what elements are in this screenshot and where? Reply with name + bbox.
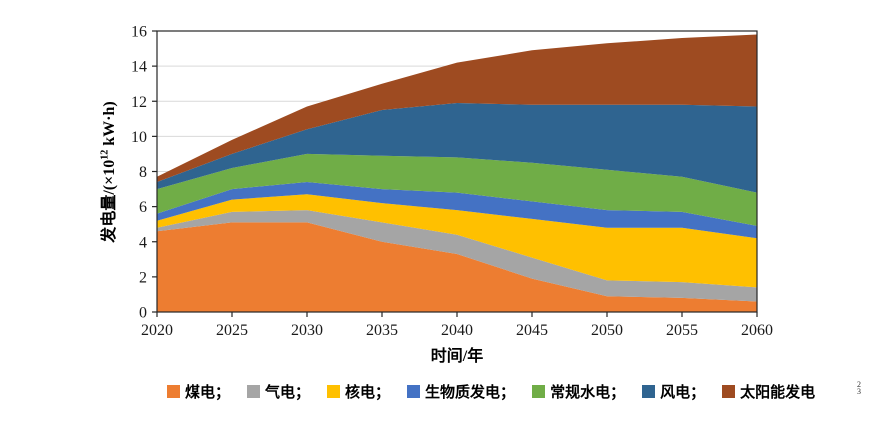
area-series-气电 <box>157 210 757 302</box>
legend-item-生物质发电: 生物质发电； <box>407 381 515 402</box>
y-tick-label: 14 <box>131 59 147 76</box>
legend-swatch-气电 <box>247 385 261 398</box>
y-tick-label: 10 <box>131 129 147 146</box>
x-tick-label: 2030 <box>291 322 323 339</box>
area-series-煤电 <box>157 222 757 312</box>
x-tick-label: 2025 <box>216 322 248 339</box>
x-tick-label: 2040 <box>441 322 473 339</box>
legend-swatch-常规水电 <box>532 385 546 398</box>
legend-swatch-生物质发电 <box>407 385 421 398</box>
x-tick-label: 2020 <box>141 322 173 339</box>
legend-item-气电: 气电； <box>247 381 310 402</box>
legend-swatch-风电 <box>642 385 656 398</box>
x-tick-label: 2060 <box>741 322 773 339</box>
legend-item-风电: 风电； <box>642 381 705 402</box>
x-tick-label: 2050 <box>591 322 623 339</box>
y-tick-label: 2 <box>139 269 147 286</box>
y-axis-title-unit: kW·h) <box>101 101 118 150</box>
y-axis-exponent: 12 <box>99 149 111 160</box>
y-tick-label: 0 <box>139 305 147 322</box>
legend-item-太阳能发电: 太阳能发电 <box>722 381 815 402</box>
area-series-风电 <box>157 103 757 193</box>
legend-label: 生物质发电； <box>425 385 516 401</box>
y-tick-label: 16 <box>131 24 147 41</box>
area-series-生物质发电 <box>157 182 757 239</box>
chart-legend: 煤电； 气电； 核电； 生物质发电； 常规水电； 风电； 太阳能发电 <box>167 381 815 402</box>
legend-item-核电: 核电； <box>327 381 390 402</box>
legend-label: 气电； <box>265 385 311 401</box>
legend-swatch-太阳能发电 <box>722 385 736 398</box>
legend-label: 煤电； <box>185 385 231 401</box>
x-tick-label: 2055 <box>666 322 698 339</box>
legend-label: 太阳能发电 <box>740 385 816 401</box>
area-series-常规水电 <box>157 153 757 226</box>
y-tick-label: 8 <box>139 164 147 181</box>
x-tick-label: 2045 <box>516 322 548 339</box>
y-tick-label: 4 <box>139 234 147 251</box>
corner-artifact-mark: 2 3 <box>857 380 861 396</box>
legend-swatch-煤电 <box>167 385 180 398</box>
legend-label: 核电； <box>345 385 391 401</box>
legend-item-常规水电: 常规水电； <box>532 381 625 402</box>
y-tick-label: 6 <box>139 199 147 216</box>
y-tick-label: 12 <box>131 94 147 111</box>
y-axis-title-text: 发电量/(×10 <box>101 159 118 243</box>
x-tick-label: 2035 <box>366 322 398 339</box>
legend-swatch-核电 <box>327 385 341 398</box>
area-series-核电 <box>157 194 757 288</box>
area-series-太阳能发电 <box>157 34 757 182</box>
legend-item-煤电: 煤电； <box>167 381 230 402</box>
x-axis-title: 时间/年 <box>430 348 484 365</box>
legend-label: 风电； <box>660 385 706 401</box>
legend-label: 常规水电； <box>550 385 626 401</box>
